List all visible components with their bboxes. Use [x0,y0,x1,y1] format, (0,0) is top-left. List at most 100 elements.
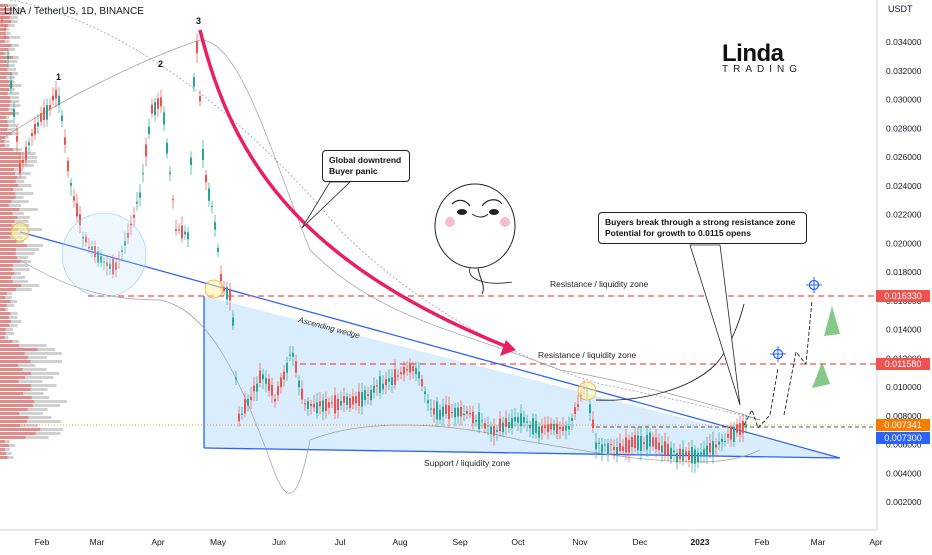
volume-bar-sell [0,140,5,143]
candle-body [415,367,417,375]
candle-body [43,107,45,120]
candle-body [475,420,477,422]
volume-bar-sell [0,200,12,203]
volume-bar-sell [0,136,6,139]
candle-body [676,453,678,463]
volume-bar-sell [0,292,7,295]
candle-body [148,126,150,135]
candle-body [544,425,546,429]
volume-bar-sell [0,304,7,307]
candle-body [220,274,222,281]
volume-bar-sell [0,124,9,127]
volume-bar-sell [0,236,11,239]
volume-bar-sell [0,368,23,371]
candle-body [91,246,93,250]
candle-body [280,377,282,388]
candle-body [493,425,495,436]
candle-body [736,424,738,433]
volume-bar-sell [0,320,11,323]
volume-bar-sell [0,188,14,191]
candle-body [262,374,264,380]
candle-body [142,173,144,175]
candle-body [40,113,42,122]
y-tick-label: 0.024000 [886,181,922,191]
target-icon-2[interactable] [806,277,822,293]
candle-body [25,146,27,161]
candle-body [646,434,648,450]
forecast-zigzag [743,299,813,429]
candle-body [613,446,615,451]
volume-bar [0,4,18,7]
candle-body [712,441,714,456]
volume-bar-sell [0,312,11,315]
volume-bar-sell [0,56,13,59]
candle-body [715,444,717,448]
callout-downtrend-line-2: Buyer panic [329,166,378,176]
candle-body [241,413,243,415]
volume-bar-sell [0,196,16,199]
x-tick-label: Mar [811,537,826,547]
volume-bar-sell [0,348,38,351]
candle-body [412,366,414,372]
volume-bar-sell [0,336,5,339]
volume-bar [0,92,20,95]
candle-body [358,391,360,406]
volume-bar-sell [0,284,22,287]
wedge-area [204,296,840,458]
currency-label: USDT [888,4,913,14]
volume-bar-sell [0,184,19,187]
volume-bar [0,144,10,147]
candle-body [55,89,57,99]
candle-body [145,144,147,157]
candle-body [34,123,36,135]
candle-body [226,287,228,300]
volume-bar [0,264,29,267]
candle-body [259,370,261,383]
candle-body [514,417,516,422]
volume-bar-sell [0,424,21,427]
y-tick-label: 0.034000 [886,37,922,47]
volume-bar-sell [0,88,10,91]
candle-body [157,98,159,109]
x-tick-label: Oct [511,537,525,547]
volume-bar-sell [0,396,32,399]
volume-bar-sell [0,436,26,439]
candle-body [217,247,219,252]
candle-body [427,400,429,404]
candle-body [451,412,453,414]
candles [1,15,747,473]
candle-body [691,446,693,464]
candle-body [700,452,702,455]
candle-body [136,201,138,204]
target-icon-1[interactable] [770,346,786,362]
band-upper [0,39,761,421]
candle-body [154,102,156,116]
volume-bar-sell [0,84,13,87]
volume-bar-sell [0,360,31,363]
volume-bar-sell [0,176,18,179]
candle-body [208,188,210,201]
volume-bar [0,252,35,255]
candle-body [430,408,432,410]
volume-bar-sell [0,300,11,303]
candle-body [139,192,141,198]
price-label-upper: 0.016330 [876,290,930,302]
y-tick-label: 0.032000 [886,66,922,76]
volume-bar-sell [0,212,13,215]
candle-body [541,425,543,433]
candle-body [487,425,489,427]
candle-body [253,385,255,392]
candle-body [205,174,207,183]
candle-body [103,261,105,263]
candle-body [598,442,600,445]
volume-bar-sell [0,296,6,299]
y-tick-label: 0.022000 [886,210,922,220]
volume-bar-sell [0,80,10,83]
candle-body [634,435,636,448]
candle-body [631,437,633,448]
candle-body [100,255,102,263]
candle-body [85,236,87,243]
candle-body [115,262,117,270]
candle-body [568,425,570,430]
